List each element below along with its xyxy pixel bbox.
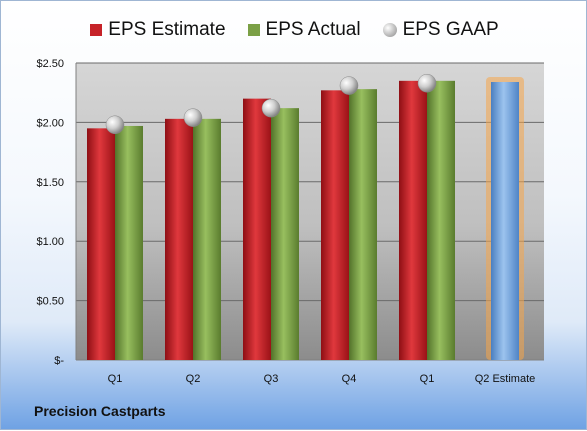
legend-label-gaap: EPS GAAP (402, 19, 499, 40)
legend-item-actual: EPS Actual (247, 17, 361, 43)
bar-eps-estimate (321, 90, 349, 360)
x-tick-label: Q1 (108, 373, 123, 385)
bar-eps-estimate (165, 118, 193, 360)
bar-eps-estimate (243, 98, 271, 360)
bar-eps-actual (115, 125, 143, 361)
bar-eps-projected (491, 82, 519, 361)
point-eps-gaap (417, 73, 437, 93)
point-eps-gaap (261, 98, 281, 118)
y-tick-label: $2.50 (36, 58, 64, 70)
y-tick-label: $1.50 (36, 177, 64, 189)
legend-item-estimate: EPS Estimate (90, 17, 226, 43)
point-eps-gaap (183, 108, 203, 127)
bar-eps-actual (271, 108, 299, 360)
bar-eps-estimate (87, 128, 115, 360)
y-tick-label: $- (54, 355, 64, 367)
y-tick-label: $0.50 (36, 296, 64, 308)
legend-swatch-estimate (90, 24, 103, 36)
y-tick-label: $2.00 (36, 117, 64, 129)
y-tick-label: $1.00 (36, 236, 64, 248)
legend-label-estimate: EPS Estimate (108, 19, 226, 40)
bar-eps-actual (193, 118, 221, 360)
point-eps-gaap (339, 76, 359, 95)
legend: EPS Estimate EPS Actual EPS GAAP (1, 17, 587, 43)
plot-area (76, 63, 544, 360)
legend-item-gaap: EPS GAAP (382, 17, 499, 43)
legend-swatch-actual (247, 24, 260, 36)
legend-swatch-gaap (382, 23, 397, 37)
bar-eps-actual (349, 89, 377, 361)
x-tick-label: Q2 (186, 373, 201, 385)
bar-eps-actual (427, 80, 455, 360)
bar-eps-estimate (399, 80, 427, 360)
point-eps-gaap (105, 115, 125, 135)
x-tick-label: Q1 (420, 373, 435, 385)
x-tick-label: Q4 (342, 373, 357, 385)
company-name: Precision Castparts (34, 403, 166, 419)
x-tick-label: Q3 (264, 373, 279, 385)
legend-label-actual: EPS Actual (265, 19, 361, 40)
x-tick-label: Q2 Estimate (475, 373, 536, 385)
